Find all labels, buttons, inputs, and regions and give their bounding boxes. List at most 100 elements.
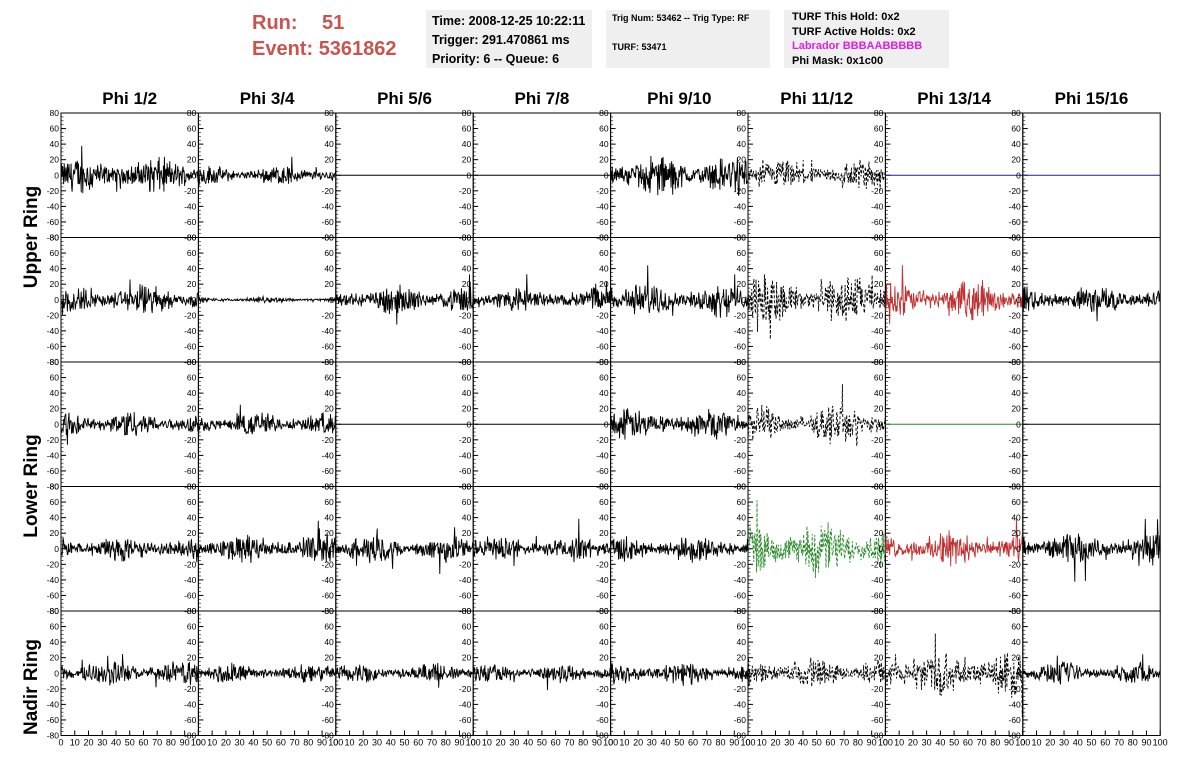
- x-tick-label: 80: [166, 738, 176, 748]
- y-tick-label: 60: [324, 373, 334, 383]
- y-tick-label: -60: [871, 217, 884, 227]
- y-tick-label: 20: [187, 653, 197, 663]
- y-tick-label: 40: [874, 264, 884, 274]
- y-tick-label: 60: [599, 373, 609, 383]
- waveform-trace: [60, 537, 199, 563]
- y-tick-label: -60: [1009, 715, 1022, 725]
- y-tick-label: 40: [324, 388, 334, 398]
- column-header: Phi 13/14: [917, 89, 991, 108]
- y-tick-label: -20: [322, 186, 335, 196]
- y-tick-label: 60: [599, 248, 609, 258]
- waveform-trace: [610, 155, 749, 196]
- x-tick-label: 70: [977, 738, 987, 748]
- y-tick-label: 60: [737, 124, 747, 134]
- y-tick-label: 40: [599, 513, 609, 523]
- y-tick-label: 40: [462, 637, 472, 647]
- trig-info-box: Trig Num: 53462 -- Trig Type: RF TURF: 5…: [606, 10, 770, 68]
- y-tick-label: 20: [187, 155, 197, 165]
- x-tick-label: 90: [867, 738, 877, 748]
- x-tick-label: 40: [386, 738, 396, 748]
- x-tick-label: 10: [894, 738, 904, 748]
- y-tick-label: 80: [874, 233, 884, 243]
- y-tick-label: -80: [734, 731, 747, 741]
- y-tick-label: 0: [604, 295, 609, 305]
- x-tick-label: 10: [70, 738, 80, 748]
- y-tick-label: -40: [596, 450, 609, 460]
- x-tick-label: 70: [1114, 738, 1124, 748]
- y-tick-label: -80: [47, 233, 60, 243]
- y-tick-label: -60: [596, 715, 609, 725]
- y-tick-label: 0: [329, 419, 334, 429]
- y-tick-label: -80: [47, 482, 60, 492]
- y-tick-label: -60: [596, 466, 609, 476]
- labrador-text: Labrador BBBAABBBBB: [792, 40, 923, 52]
- y-tick-label: 80: [1011, 482, 1021, 492]
- x-tick-label: 30: [647, 738, 657, 748]
- y-tick-label: -40: [47, 201, 60, 211]
- y-tick-label: -40: [596, 326, 609, 336]
- y-tick-label: -60: [322, 217, 335, 227]
- y-tick-label: -20: [184, 186, 197, 196]
- x-tick-label: 40: [1073, 738, 1083, 748]
- waveform-trace: [610, 536, 749, 563]
- y-tick-label: -80: [459, 731, 472, 741]
- trig-num-text: Trig Num: 53462 -- Trig Type: RF: [612, 13, 750, 23]
- y-tick-label: -60: [47, 466, 60, 476]
- y-tick-label: 80: [324, 108, 334, 118]
- y-tick-label: -40: [596, 575, 609, 585]
- y-tick-label: 60: [599, 622, 609, 632]
- x-tick-label: 10: [345, 738, 355, 748]
- waveform-trace: [884, 518, 1024, 567]
- y-tick-label: -20: [322, 310, 335, 320]
- x-tick-label: 100: [191, 738, 206, 748]
- y-tick-label: 80: [462, 357, 472, 367]
- waveform-trace: [335, 274, 474, 325]
- column-header: Phi 3/4: [240, 89, 295, 108]
- waveform-trace: [197, 156, 337, 187]
- y-tick-label: -60: [459, 590, 472, 600]
- waveform-trace: [472, 274, 612, 312]
- y-tick-label: 40: [874, 637, 884, 647]
- y-tick-label: 20: [1011, 155, 1021, 165]
- waveform-trace: [197, 662, 337, 684]
- waveform-trace: [60, 145, 199, 194]
- y-tick-label: 60: [462, 124, 472, 134]
- y-tick-label: 40: [324, 139, 334, 149]
- y-tick-label: 0: [879, 170, 884, 180]
- x-tick-label: 40: [248, 738, 258, 748]
- y-tick-label: 20: [50, 653, 60, 663]
- x-tick-label: 30: [235, 738, 245, 748]
- y-tick-label: -40: [734, 450, 747, 460]
- y-tick-label: 0: [604, 170, 609, 180]
- x-tick-label: 90: [454, 738, 464, 748]
- y-tick-label: -40: [871, 699, 884, 709]
- y-tick-label: -60: [871, 590, 884, 600]
- x-tick-label: 60: [825, 738, 835, 748]
- y-tick-label: -20: [322, 435, 335, 445]
- y-tick-label: 80: [737, 357, 747, 367]
- x-tick-label: 30: [922, 738, 932, 748]
- turf-this-hold: TURF This Hold: 0x2: [792, 11, 900, 23]
- y-tick-label: -80: [47, 357, 60, 367]
- priority-text: Priority: 6 -- Queue: 6: [432, 52, 560, 66]
- x-tick-label: 50: [537, 738, 547, 748]
- turf-active-holds: TURF Active Holds: 0x2: [792, 25, 916, 38]
- y-tick-label: 80: [1011, 606, 1021, 616]
- y-tick-label: -60: [322, 341, 335, 351]
- x-tick-label: 90: [317, 738, 327, 748]
- waveform-trace: [1022, 654, 1161, 685]
- x-tick-label: 0: [608, 738, 613, 748]
- y-tick-label: -80: [47, 731, 60, 741]
- y-tick-label: 60: [874, 373, 884, 383]
- y-tick-label: 40: [187, 513, 197, 523]
- y-tick-label: 40: [187, 264, 197, 274]
- y-tick-label: -20: [459, 435, 472, 445]
- y-tick-label: 0: [604, 419, 609, 429]
- waveform-trace: [335, 527, 474, 575]
- y-tick-label: 0: [192, 295, 197, 305]
- y-tick-label: -60: [596, 341, 609, 351]
- x-tick-label: 0: [58, 738, 63, 748]
- y-tick-label: 60: [737, 497, 747, 507]
- y-tick-label: -20: [871, 310, 884, 320]
